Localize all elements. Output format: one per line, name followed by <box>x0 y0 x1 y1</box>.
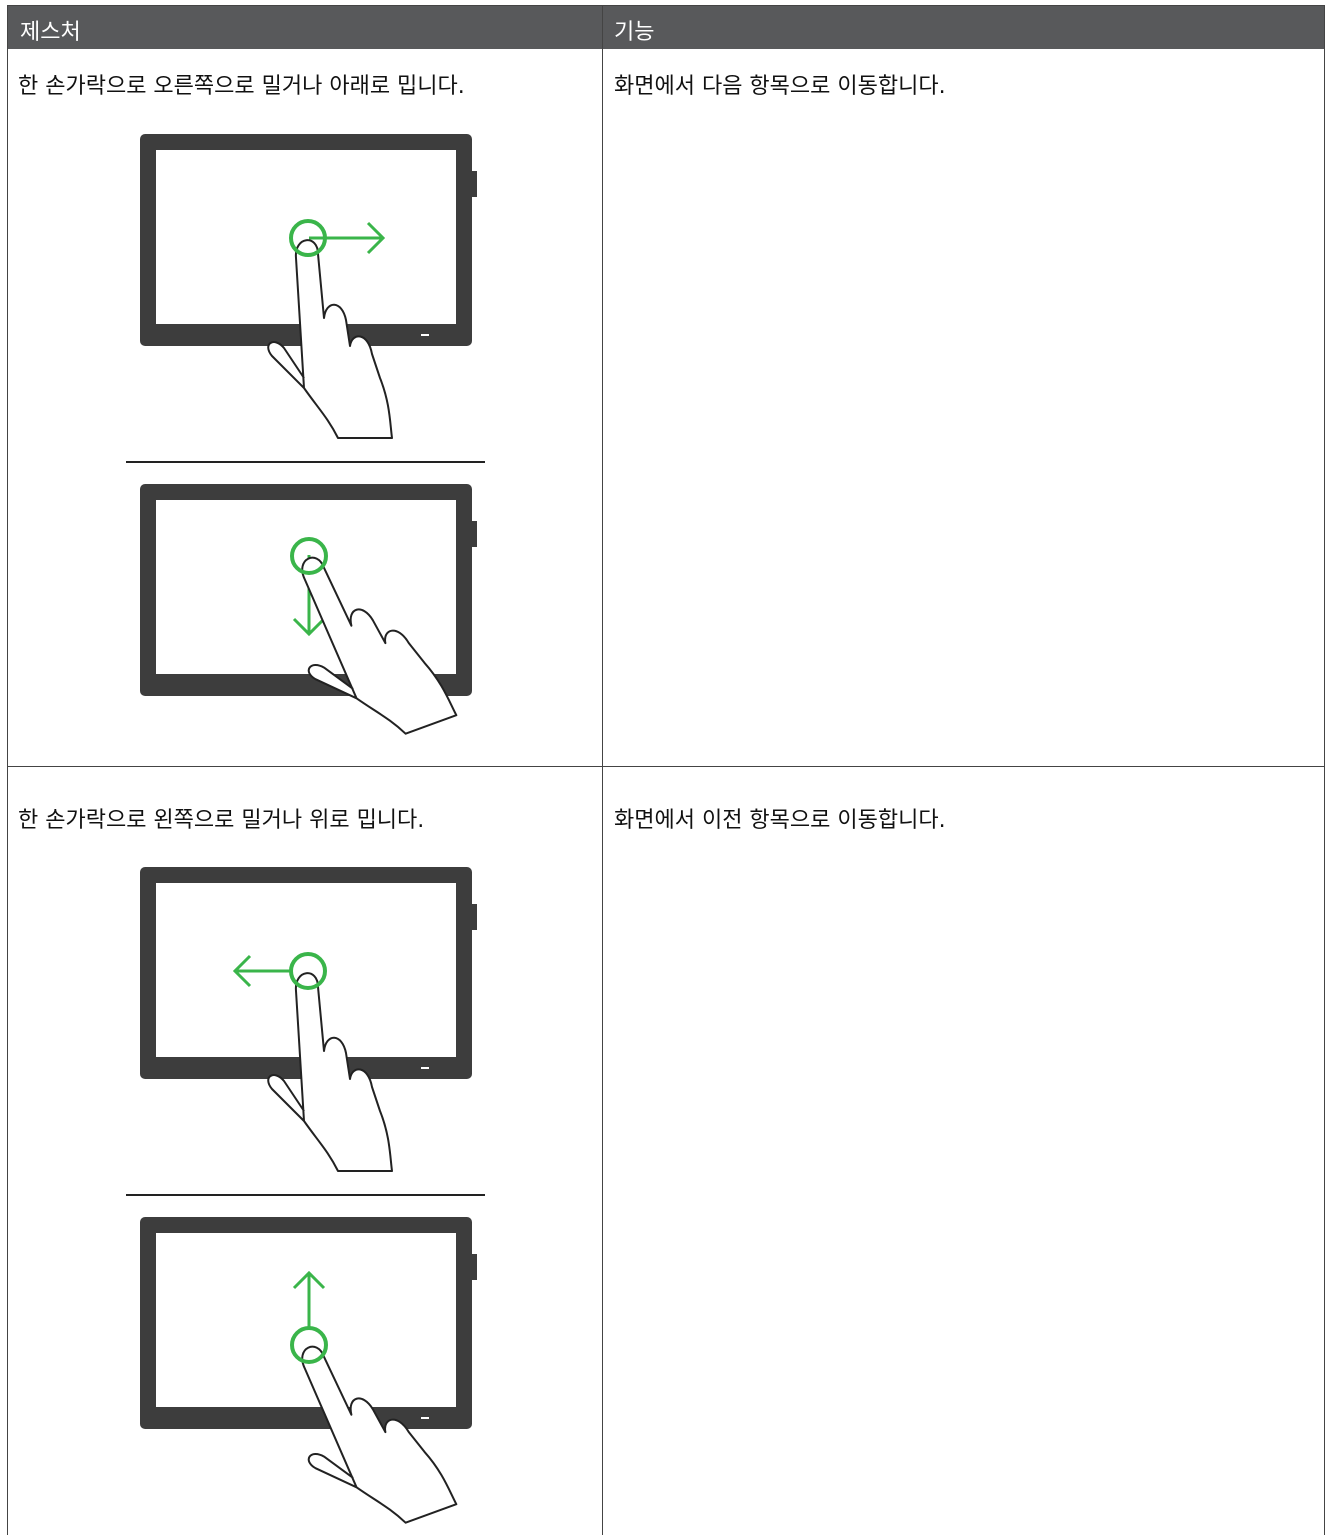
swipe-illustration <box>126 134 485 759</box>
gesture-text: 한 손가락으로 오른쪽으로 밀거나 아래로 밉니다. <box>18 74 465 99</box>
table-header: 제스처 기능 <box>8 6 1324 49</box>
gesture-table: 제스처 기능 한 손가락으로 오른쪽으로 밀거나 아래로 밉니다. 화면에서 다… <box>7 5 1325 1536</box>
row-divider <box>8 766 1324 767</box>
header-cell: 제스처 <box>20 20 81 45</box>
swipe-illustration <box>126 867 485 1536</box>
function-text: 화면에서 이전 항목으로 이동합니다. <box>614 808 946 833</box>
column-divider <box>602 6 603 1535</box>
gesture-text: 한 손가락으로 왼쪽으로 밀거나 위로 밉니다. <box>18 808 425 833</box>
header-cell: 기능 <box>614 20 655 45</box>
function-text: 화면에서 다음 항목으로 이동합니다. <box>614 74 946 99</box>
